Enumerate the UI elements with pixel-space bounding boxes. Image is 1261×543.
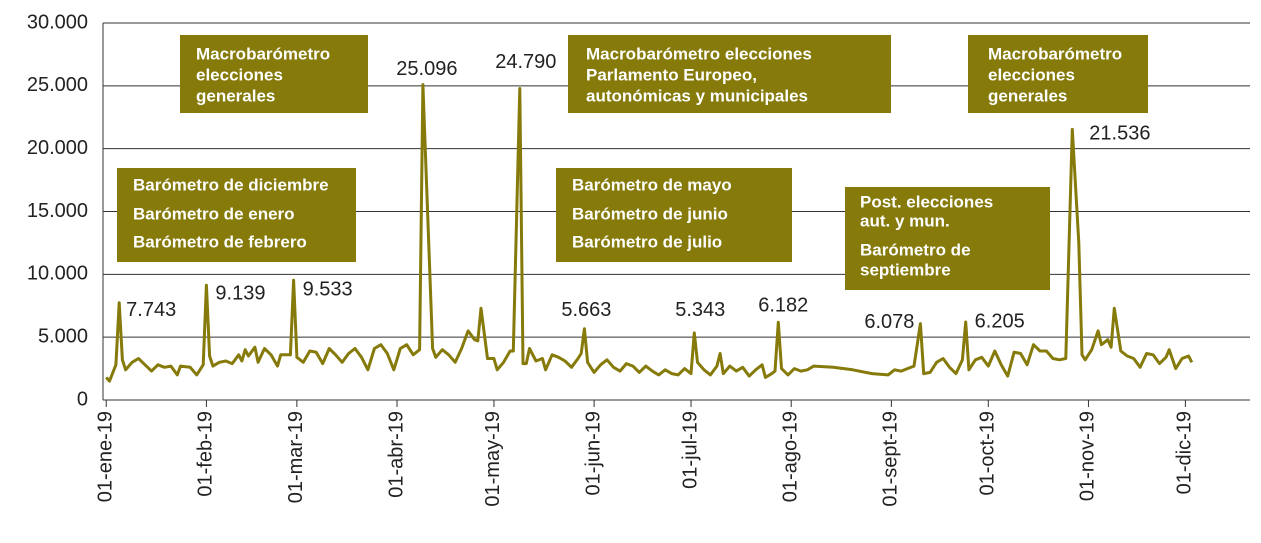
annotation-box: Macrobarómetro elecciones generales xyxy=(968,35,1148,113)
annotation-bg xyxy=(968,35,1148,113)
annotation-text: Barómetro de julio xyxy=(572,232,722,251)
value-label: 6.078 xyxy=(864,311,914,333)
y-tick-label: 0 xyxy=(77,388,88,410)
annotation-box: Macrobarómetro elecciones generales xyxy=(180,35,368,113)
annotation-text: Barómetro de enero xyxy=(133,204,295,223)
value-label: 5.663 xyxy=(561,299,611,321)
value-label: 9.533 xyxy=(303,278,353,300)
annotation-text: Barómetro de xyxy=(860,240,971,259)
y-tick-label: 30.000 xyxy=(27,11,88,33)
value-label: 25.096 xyxy=(396,58,457,80)
value-label: 6.205 xyxy=(975,310,1025,332)
value-label: 7.743 xyxy=(126,299,176,321)
y-tick-label: 5.000 xyxy=(38,325,88,347)
annotation-text: elecciones xyxy=(988,65,1075,84)
x-tick-label: 01-ene-19 xyxy=(95,411,117,502)
x-tick-label: 01-dic-19 xyxy=(1174,411,1196,494)
x-tick-label: 01-oct-19 xyxy=(977,411,999,496)
annotation-bg xyxy=(556,168,792,262)
x-tick-label: 01-nov-19 xyxy=(1077,411,1099,501)
annotation-text: autonómicas y municipales xyxy=(586,86,808,105)
annotation-text: Post. elecciones xyxy=(860,192,993,211)
value-label: 24.790 xyxy=(495,51,556,73)
y-tick-label: 20.000 xyxy=(27,137,88,159)
value-label: 9.139 xyxy=(215,282,265,304)
x-tick-label: 01-feb-19 xyxy=(195,411,217,497)
annotation-bg xyxy=(180,35,368,113)
annotation-text: Macrobarómetro xyxy=(196,44,330,63)
x-tick-label: 01-jul-19 xyxy=(679,411,701,489)
annotation-text: generales xyxy=(988,86,1067,105)
annotation-text: Barómetro de febrero xyxy=(133,232,307,251)
annotation-text: Parlamento Europeo, xyxy=(586,65,757,84)
value-label: 6.182 xyxy=(758,295,808,317)
annotation-text: Macrobarómetro xyxy=(988,44,1122,63)
value-label: 21.536 xyxy=(1089,123,1150,145)
annotation-box: Macrobarómetro elecciones Parlamento Euro… xyxy=(568,35,891,113)
annotation-text: Barómetro de diciembre xyxy=(133,175,329,194)
annotation-box: Barómetro de diciembre Barómetro de enero… xyxy=(117,168,356,262)
annotation-text: aut. y mun. xyxy=(860,211,950,230)
x-tick-label: 01-mar-19 xyxy=(285,411,307,503)
x-tick-label: 01-jun-19 xyxy=(582,411,604,496)
annotation-text: Barómetro de junio xyxy=(572,204,728,223)
y-tick-label: 25.000 xyxy=(27,74,88,96)
annotation-bg xyxy=(845,187,1050,290)
annotation-text: generales xyxy=(196,86,275,105)
annotation-text: elecciones xyxy=(196,65,283,84)
x-tick-label: 01-sept-19 xyxy=(880,411,902,507)
annotation-bg xyxy=(117,168,356,262)
annotation-text: Barómetro de mayo xyxy=(572,175,732,194)
x-tick-label: 01-may-19 xyxy=(482,411,504,507)
annotation-bg xyxy=(568,35,891,113)
value-label: 5.343 xyxy=(675,299,725,321)
annotation-text: Macrobarómetro elecciones xyxy=(586,44,812,63)
annotation-box: Barómetro de mayo Barómetro de junio Baróm… xyxy=(556,168,792,262)
x-tick-label: 01-ago-19 xyxy=(779,411,801,502)
x-tick-label: 01-abr-19 xyxy=(385,411,407,498)
y-tick-label: 15.000 xyxy=(27,200,88,222)
y-tick-label: 10.000 xyxy=(27,263,88,285)
data-line xyxy=(105,83,1194,383)
annotation-text: septiembre xyxy=(860,260,951,279)
